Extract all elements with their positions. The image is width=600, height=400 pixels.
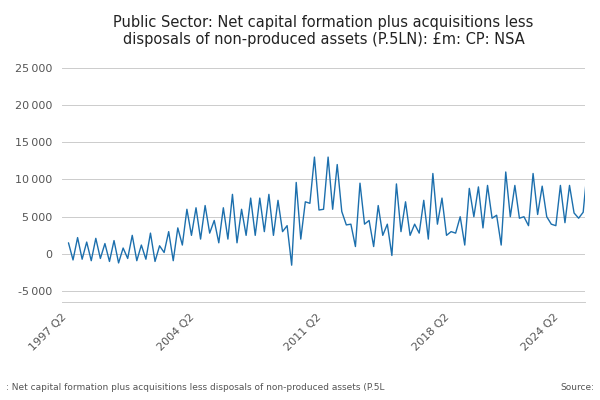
Text: : Net capital formation plus acquisitions less disposals of non-produced assets : : Net capital formation plus acquisition… xyxy=(6,383,385,392)
Text: Source:: Source: xyxy=(560,383,594,392)
Title: Public Sector: Net capital formation plus acquisitions less
disposals of non-pro: Public Sector: Net capital formation plu… xyxy=(113,15,534,47)
